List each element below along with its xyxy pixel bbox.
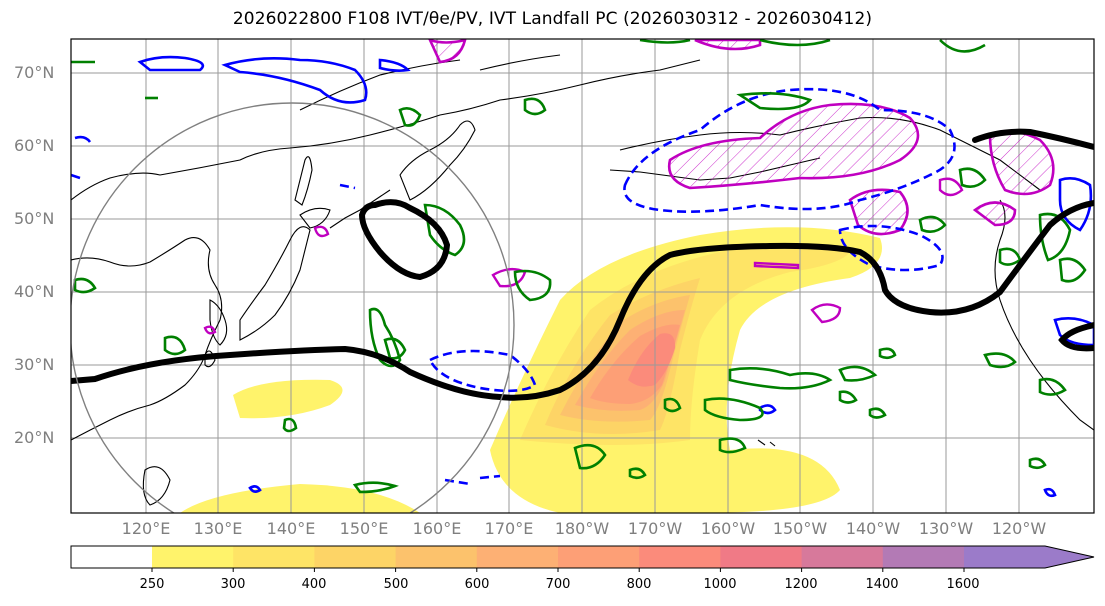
colorbar-segment	[720, 546, 803, 568]
theta-e-main	[71, 200, 1094, 401]
lon-label-170e: 170°E	[484, 519, 534, 538]
lon-label-130w: 130°W	[918, 519, 974, 538]
lon-label-130e: 130°E	[193, 519, 243, 538]
colorbar-segment	[882, 546, 965, 568]
theta-e-north	[972, 128, 1094, 150]
colorbar-outline	[70, 545, 1095, 569]
colorbar-segment-below	[71, 546, 152, 568]
lon-label-120w: 120°W	[991, 519, 1047, 538]
ivt-landfall-small	[203, 177, 964, 335]
colorbar-segment	[476, 546, 559, 568]
coast-na-west	[994, 199, 1094, 431]
colorbar	[70, 545, 1095, 572]
colorbar-tick-500: 500	[383, 577, 409, 592]
coast-hawaii	[757, 439, 776, 447]
theta-e-contours	[71, 128, 1094, 401]
colorbar-tick-1600: 1600	[946, 577, 980, 592]
lon-label-140w: 140°W	[845, 519, 901, 538]
landfall-alaska	[667, 102, 920, 190]
lat-label-20n: 20°N	[14, 428, 55, 447]
lat-label-50n: 50°N	[14, 209, 55, 228]
coast-philippines	[142, 466, 171, 506]
colorbar-segment	[233, 546, 315, 568]
colorbar-segment	[152, 546, 234, 568]
lon-label-180w: 180°W	[554, 519, 610, 538]
lon-label-160w: 160°W	[700, 519, 756, 538]
landfall-north1	[428, 39, 467, 64]
colorbar-tick-800: 800	[626, 577, 652, 592]
lat-label-60n: 60°N	[14, 136, 55, 155]
pv-negative-dashed	[339, 87, 956, 486]
colorbar-segment	[558, 546, 640, 568]
map-title: 2026022800 F108 IVT/θe/PV, IVT Landfall …	[0, 9, 1105, 29]
lon-label-150e: 150°E	[339, 519, 389, 538]
colorbar-segment-extend	[964, 546, 1094, 568]
colorbar-tick-1000: 1000	[703, 577, 737, 592]
ivt-shading	[180, 227, 882, 513]
coast-kamchatka	[399, 120, 476, 201]
landfall-gulf	[848, 188, 909, 236]
coast-asia-north	[71, 59, 701, 201]
coast-kurils	[329, 189, 391, 229]
colorbar-tick-400: 400	[301, 577, 327, 592]
colorbar-tick-1200: 1200	[784, 577, 818, 592]
landfall-coast	[972, 201, 1017, 227]
theta-e-cutoff	[358, 199, 451, 281]
coast-japan	[239, 226, 311, 341]
colorbar-tick-1400: 1400	[865, 577, 899, 592]
ivt-800	[628, 333, 676, 387]
colorbar-segment	[801, 546, 884, 568]
lon-label-150w: 150°W	[772, 519, 828, 538]
landfall-north2	[694, 39, 762, 51]
title-text: 2026022800 F108 IVT/θe/PV, IVT Landfall …	[232, 9, 873, 29]
colorbar-tick-700: 700	[545, 577, 571, 592]
colorbar-tick-600: 600	[464, 577, 490, 592]
lat-label-30n: 30°N	[14, 355, 55, 374]
lon-label-140e: 140°E	[266, 519, 316, 538]
colorbar-segment	[395, 546, 478, 568]
colorbar-segment	[639, 546, 721, 568]
coast-russia-east	[299, 54, 561, 111]
theta-e-east	[1058, 322, 1094, 352]
map-frame	[70, 38, 1095, 514]
coast-china	[71, 237, 223, 441]
colorbar-segment	[314, 546, 397, 568]
ivt-250-west	[233, 379, 343, 419]
lon-label-160e: 160°E	[412, 519, 462, 538]
colorbar-tick-300: 300	[220, 577, 246, 592]
lat-label-40n: 40°N	[14, 282, 55, 301]
landfall-region-circle	[71, 102, 515, 513]
lat-label-70n: 70°N	[14, 63, 55, 82]
lon-label-170w: 170°W	[627, 519, 683, 538]
coast-taiwan	[204, 350, 216, 368]
coast-hokkaido	[299, 207, 331, 229]
coast-sakhalin	[294, 156, 313, 206]
lon-label-120e: 120°E	[121, 519, 171, 538]
ivt-landfall-contours	[428, 39, 1055, 236]
colorbar-tick-250: 250	[139, 577, 165, 592]
